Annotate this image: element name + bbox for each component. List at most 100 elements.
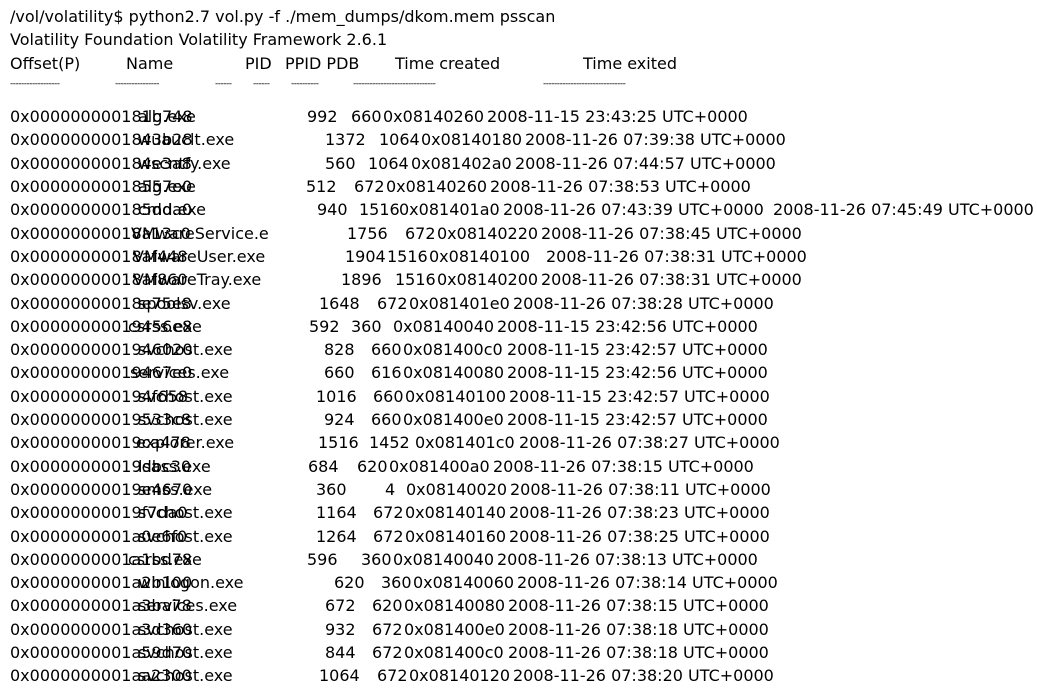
process-ppid: 672 (372, 643, 403, 663)
process-name: svchost.exe (138, 410, 233, 430)
process-pdb: 0x08140200 (437, 270, 539, 290)
process-pid: 992 (307, 107, 338, 127)
process-pdb: 0x08140120 (409, 666, 511, 686)
header-ppid-pdb: PPID PDB (285, 53, 360, 73)
process-name: csrss.exe (128, 316, 202, 336)
process-ppid: 672 (377, 293, 408, 313)
process-time-created: 2008-11-26 07:38:18 UTC+0000 (508, 619, 769, 639)
process-list: 0x000000000181b748 alg.exe 992 660 0x0814026… (10, 98, 1034, 687)
process-time-created: 2008-11-26 07:38:15 UTC+0000 (508, 596, 769, 616)
process-pdb: 0x081401c0 (415, 433, 515, 453)
header-time-exited: Time exited (583, 53, 677, 73)
process-pdb: 0x08140040 (393, 316, 495, 336)
process-offset: 0x0000000001a3ba78 (10, 596, 192, 616)
process-row: 0x00000000019456e8 csrss.exe 592 360 0x08140… (10, 315, 1030, 338)
process-ppid: 360 (381, 573, 412, 593)
process-offset: 0x00000000019e4670 (10, 479, 193, 499)
process-pdb: 0x08140080 (403, 363, 505, 383)
process-pdb: 0x08140160 (405, 526, 507, 546)
process-pid: 932 (325, 619, 356, 639)
process-ppid: 360 (361, 549, 392, 569)
process-time-created: 2008-11-15 23:42:56 UTC+0000 (497, 316, 758, 336)
process-ppid: 672 (373, 526, 404, 546)
process-offset: 0x00000000019533c8 (10, 410, 192, 430)
header-row: Offset(P) Name PID PPID PDB Time created… (10, 52, 1030, 75)
process-time-created: 2008-11-26 07:38:11 UTC+0000 (510, 479, 771, 499)
process-pid: 660 (324, 363, 355, 383)
process-ppid: 1064 (379, 130, 420, 150)
process-pid: 1264 (316, 526, 357, 546)
process-ppid: 660 (351, 107, 382, 127)
process-time-created: 2008-11-15 23:42:57 UTC+0000 (507, 410, 768, 430)
process-pdb: 0x081400e0 (403, 410, 504, 430)
process-ppid: 672 (405, 223, 436, 243)
process-row: 0x0000000001a59d70 svchost.exe 844 672 0x081… (10, 641, 1030, 664)
process-row: 0x0000000001a1bd78 csrss.exe 596 360 0x08140… (10, 548, 1030, 571)
process-name: csrss.exe (128, 549, 202, 569)
process-ppid: 360 (351, 316, 382, 336)
command-line: /vol/volatility$ python2.7 vol.py -f ./m… (10, 5, 1030, 28)
process-time-created: 2008-11-26 07:44:57 UTC+0000 (515, 153, 776, 173)
process-pdb: 0x081400c0 (404, 643, 504, 663)
process-row: 0x00000000018a13c0 VMwareService.e 1756 672… (10, 222, 1030, 245)
separator-offset: ------------------ (10, 78, 60, 89)
process-name: svchost.exe (138, 503, 233, 523)
separator-time-created: ------------------------------ (353, 78, 436, 89)
process-ppid: 616 (371, 363, 402, 383)
header-offset: Offset(P) (10, 53, 81, 73)
banner-text: Volatility Foundation Volatility Framewo… (10, 30, 388, 50)
separator-pid: ------ (215, 78, 232, 89)
process-pid: 560 (325, 153, 356, 173)
separator-pdb: ---------- (291, 78, 319, 89)
process-offset: 0x00000000019ca478 (10, 433, 191, 453)
process-row: 0x000000000194f658 svchost.exe 1016 660 0x08… (10, 385, 1030, 408)
process-time-created: 2008-11-26 07:38:27 UTC+0000 (519, 433, 780, 453)
process-ppid: 672 (377, 666, 408, 686)
process-pdb: 0x08140060 (413, 573, 515, 593)
process-time-created: 2008-11-26 07:38:45 UTC+0000 (541, 223, 802, 243)
process-offset: 0x0000000001a2b100 (10, 573, 193, 593)
process-row: 0x00000000018557e0 alg.exe 512 672 0x0814026… (10, 175, 1030, 198)
process-pdb: 0x08140100 (405, 386, 507, 406)
process-row: 0x00000000019e4670 smss.exe 360 4 0x08140020… (10, 478, 1030, 501)
process-pdb: 0x081400a0 (389, 456, 490, 476)
process-pid: 592 (309, 316, 340, 336)
process-name: cmd.exe (138, 200, 207, 220)
process-name: smss.exe (138, 479, 213, 499)
process-ppid: 1516 (359, 200, 400, 220)
process-offset: 0x00000000019dbc30 (10, 456, 192, 476)
separator-ppid: ------ (253, 78, 270, 89)
process-name: svchost.exe (138, 619, 233, 639)
process-ppid: 620 (357, 456, 388, 476)
process-pdb: 0x08140260 (383, 107, 485, 127)
process-ppid: 672 (354, 177, 385, 197)
process-row: 0x00000000018af860 VMwareTray.exe 1896 1516… (10, 268, 1030, 291)
process-pid: 924 (324, 410, 355, 430)
process-pid: 1904 (345, 246, 386, 266)
process-row: 0x000000000181b748 alg.exe 992 660 0x0814026… (10, 105, 1030, 128)
process-pid: 844 (325, 643, 356, 663)
process-pdb: 0x08140040 (393, 549, 495, 569)
process-name: winlogon.exe (138, 573, 244, 593)
separator-time-exited: ------------------------------ (543, 78, 626, 89)
process-name: svchost.exe (138, 386, 233, 406)
process-ppid: 1516 (387, 246, 428, 266)
process-time-created: 2008-11-26 07:43:39 UTC+0000 (503, 200, 764, 220)
process-name: explorer.exe (136, 433, 235, 453)
process-row: 0x0000000001a0e6f0 svchost.exe 1264 672 0x08… (10, 525, 1030, 548)
process-ppid: 660 (371, 410, 402, 430)
process-time-created: 2008-11-26 07:38:20 UTC+0000 (513, 666, 774, 686)
process-time-created: 2008-11-26 07:38:13 UTC+0000 (497, 549, 758, 569)
process-row: 0x00000000019467e0 services.exe 660 616 0x08… (10, 361, 1030, 384)
process-pdb: 0x08140180 (421, 130, 523, 150)
process-row: 0x00000000019dbc30 lsass.exe 684 620 0x08140… (10, 455, 1030, 478)
separator-row: ------------------ ---------------- ----… (10, 75, 1030, 98)
process-ppid: 1516 (395, 270, 436, 290)
command-text: /vol/volatility$ python2.7 vol.py -f ./m… (10, 7, 556, 26)
process-offset: 0x0000000001a1bd78 (10, 549, 193, 569)
process-pid: 1372 (325, 130, 366, 150)
process-pid: 672 (325, 596, 356, 616)
process-name: wuauclt.exe (138, 130, 235, 150)
process-offset: 0x00000000019467e0 (10, 363, 193, 383)
process-row: 0x0000000001aa2300 svchost.exe 1064 672 0x08… (10, 664, 1030, 687)
